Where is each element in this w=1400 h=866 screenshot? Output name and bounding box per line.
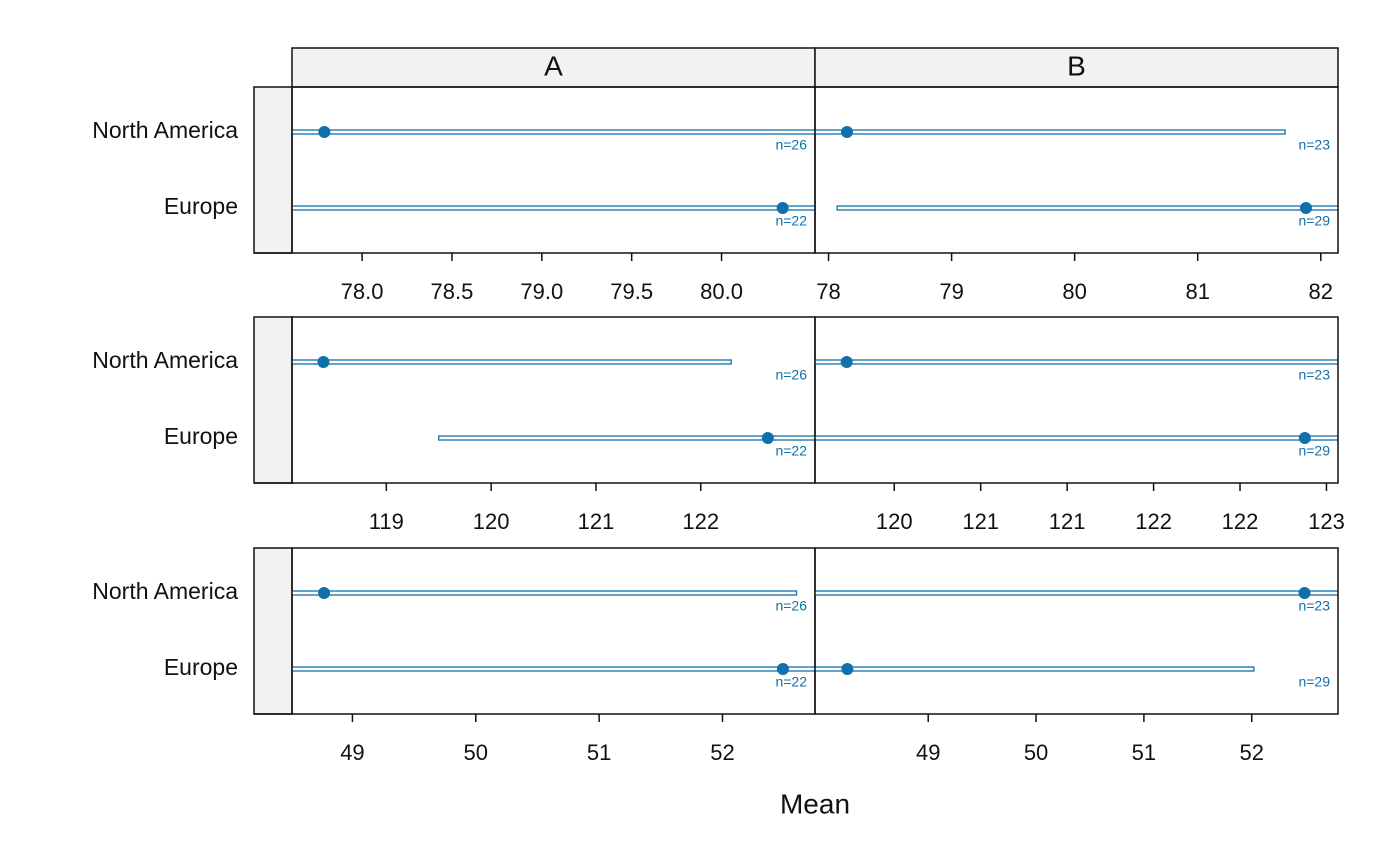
- panel-frame: [291, 86, 816, 254]
- panel-frame: [291, 547, 816, 715]
- strip-label: A: [544, 50, 563, 81]
- count-label: n=23: [1298, 598, 1330, 614]
- mean-point: [1300, 202, 1313, 214]
- x-tick-label: 81: [1185, 279, 1209, 304]
- x-tick-label: 49: [340, 740, 364, 765]
- mean-point: [776, 202, 789, 214]
- count-label: n=26: [775, 598, 807, 614]
- x-tick-label: 80.0: [700, 279, 743, 304]
- mean-point: [761, 432, 774, 444]
- mean-point: [776, 663, 789, 675]
- strip: [291, 47, 816, 88]
- row-strip: [253, 316, 293, 484]
- x-tick-label: 79.0: [520, 279, 563, 304]
- x-tick-label: 122: [1222, 509, 1259, 534]
- interval: [292, 129, 815, 135]
- x-axis-title: Mean: [780, 788, 850, 819]
- interval: [815, 590, 1338, 596]
- interval: [815, 666, 1255, 672]
- count-label: n=29: [1298, 213, 1330, 229]
- interval: [292, 359, 732, 365]
- x-tick-label: 49: [916, 740, 940, 765]
- panel-frame: [814, 86, 1339, 254]
- x-tick-label: 51: [1132, 740, 1156, 765]
- x-tick-label: 78: [816, 279, 840, 304]
- interval: [292, 666, 815, 672]
- mean-point: [1298, 587, 1311, 599]
- mean-point: [1298, 432, 1311, 444]
- category-label: North America: [92, 578, 238, 604]
- x-tick-label: 51: [587, 740, 611, 765]
- strip-label: B: [1067, 50, 1086, 81]
- count-label: n=23: [1298, 367, 1330, 383]
- count-label: n=22: [775, 674, 807, 690]
- category-label: North America: [92, 347, 238, 373]
- x-tick-label: 79.5: [610, 279, 653, 304]
- x-tick-label: 78.0: [341, 279, 384, 304]
- x-tick-label: 50: [1024, 740, 1048, 765]
- mean-point: [318, 587, 331, 599]
- mean-point: [318, 126, 331, 138]
- panel-frame: [814, 547, 1339, 715]
- x-tick-label: 119: [369, 509, 404, 534]
- count-label: n=26: [775, 367, 807, 383]
- mean-point: [840, 356, 853, 368]
- interval: [292, 590, 798, 596]
- interval: [438, 435, 815, 441]
- x-tick-label: 120: [473, 509, 510, 534]
- category-label: Europe: [164, 423, 238, 449]
- count-label: n=22: [775, 213, 807, 229]
- x-tick-label: 121: [578, 509, 615, 534]
- panel: [292, 126, 815, 214]
- row-strip: [253, 86, 293, 254]
- x-tick-label: 52: [1239, 740, 1263, 765]
- panel: [815, 126, 1338, 214]
- count-label: n=29: [1298, 674, 1330, 690]
- mean-point: [317, 356, 330, 368]
- panel-frame: [814, 316, 1339, 484]
- interval: [292, 205, 815, 211]
- panel: [292, 356, 815, 444]
- x-tick-label: 52: [710, 740, 734, 765]
- count-label: n=26: [775, 137, 807, 153]
- x-tick-label: 82: [1309, 279, 1333, 304]
- panel: [815, 356, 1338, 444]
- x-tick-label: 79: [939, 279, 963, 304]
- interval: [815, 129, 1286, 135]
- x-tick-label: 122: [1135, 509, 1172, 534]
- mean-point: [841, 663, 854, 675]
- panel: [815, 587, 1338, 675]
- mean-point: [840, 126, 853, 138]
- strip: [814, 47, 1339, 88]
- category-label: North America: [92, 117, 238, 143]
- x-tick-label: 78.5: [431, 279, 474, 304]
- x-tick-label: 121: [1049, 509, 1086, 534]
- category-label: Europe: [164, 654, 238, 680]
- interval: [815, 435, 1338, 441]
- row-strip: [253, 547, 293, 715]
- interval: [815, 359, 1338, 365]
- count-label: n=22: [775, 443, 807, 459]
- x-tick-label: 123: [1308, 509, 1345, 534]
- count-label: n=29: [1298, 443, 1330, 459]
- x-tick-label: 120: [876, 509, 913, 534]
- x-tick-label: 80: [1062, 279, 1086, 304]
- interval: [836, 205, 1338, 211]
- category-label: Europe: [164, 193, 238, 219]
- x-tick-label: 122: [682, 509, 719, 534]
- x-tick-label: 50: [464, 740, 488, 765]
- panel-frame: [291, 316, 816, 484]
- panel: [292, 587, 815, 675]
- count-label: n=23: [1298, 137, 1330, 153]
- x-tick-label: 121: [962, 509, 999, 534]
